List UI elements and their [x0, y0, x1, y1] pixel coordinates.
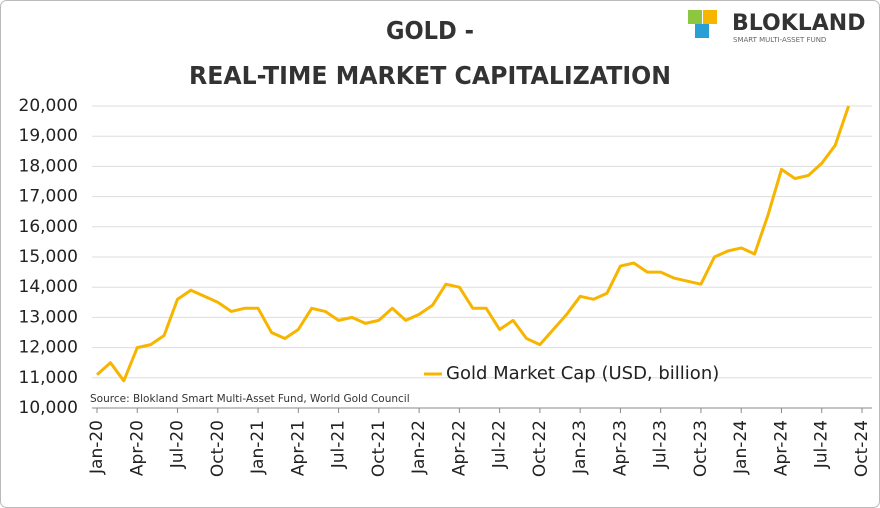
y-tick-label: 14,000 — [19, 277, 78, 297]
logo-cube — [688, 10, 702, 24]
x-tick-label: Jan-24 — [731, 420, 751, 475]
y-tick-label: 16,000 — [19, 217, 78, 237]
chart-title: REAL-TIME MARKET CAPITALIZATION — [189, 61, 671, 90]
y-tick-label: 10,000 — [19, 398, 78, 418]
x-tick-label: Apr-20 — [127, 420, 147, 476]
y-tick-label: 17,000 — [19, 187, 78, 207]
logo: BLOKLAND SMART MULTI-ASSET FUND — [688, 10, 865, 44]
line — [95, 105, 851, 383]
legend-label: Gold Market Cap (USD, billion) — [446, 363, 719, 384]
x-tick-label: Apr-24 — [771, 420, 791, 476]
x-tick-label: Jan-23 — [570, 420, 590, 475]
y-tick-label: 11,000 — [19, 368, 78, 388]
y-tick-label: 15,000 — [19, 247, 78, 267]
logo-cube — [703, 10, 717, 24]
y-tick-label: 12,000 — [19, 338, 78, 358]
logo-tagline: SMART MULTI-ASSET FUND — [733, 36, 826, 44]
x-tick-label: Oct-24 — [852, 420, 872, 477]
source: Source: Blokland Smart Multi-Asset Fund,… — [90, 393, 410, 405]
x-tick-label: Oct-20 — [208, 420, 228, 477]
x-tick-label: Jan-22 — [409, 420, 429, 475]
logo-name: BLOKLAND — [732, 11, 865, 36]
y-tick-label: 20,000 — [19, 96, 78, 116]
y-tick-label: 19,000 — [19, 126, 78, 146]
x-tick-label: Apr-22 — [449, 420, 469, 476]
x-tick-label: Jan-21 — [248, 420, 268, 475]
x-tick-label: Apr-21 — [288, 420, 308, 476]
x-tick-label: Oct-23 — [691, 420, 711, 477]
y-tick-label: 13,000 — [19, 307, 78, 327]
x-tick-label: Jan-20 — [87, 420, 107, 475]
x-tick-label: Jul-20 — [168, 420, 188, 469]
x-tick-label: Jul-22 — [490, 420, 510, 469]
x-tick-label: Apr-23 — [610, 420, 630, 476]
y-tick-label: 18,000 — [19, 156, 78, 176]
x-tick-label: Jul-21 — [329, 420, 349, 469]
x-tick-label: Oct-22 — [530, 420, 550, 477]
chart-title: GOLD - — [386, 16, 474, 45]
x-tick-label: Jul-24 — [812, 420, 832, 469]
x-tick-label: Jul-23 — [651, 420, 671, 469]
x-tick-label: Oct-21 — [369, 420, 389, 477]
logo-cube — [695, 24, 709, 38]
